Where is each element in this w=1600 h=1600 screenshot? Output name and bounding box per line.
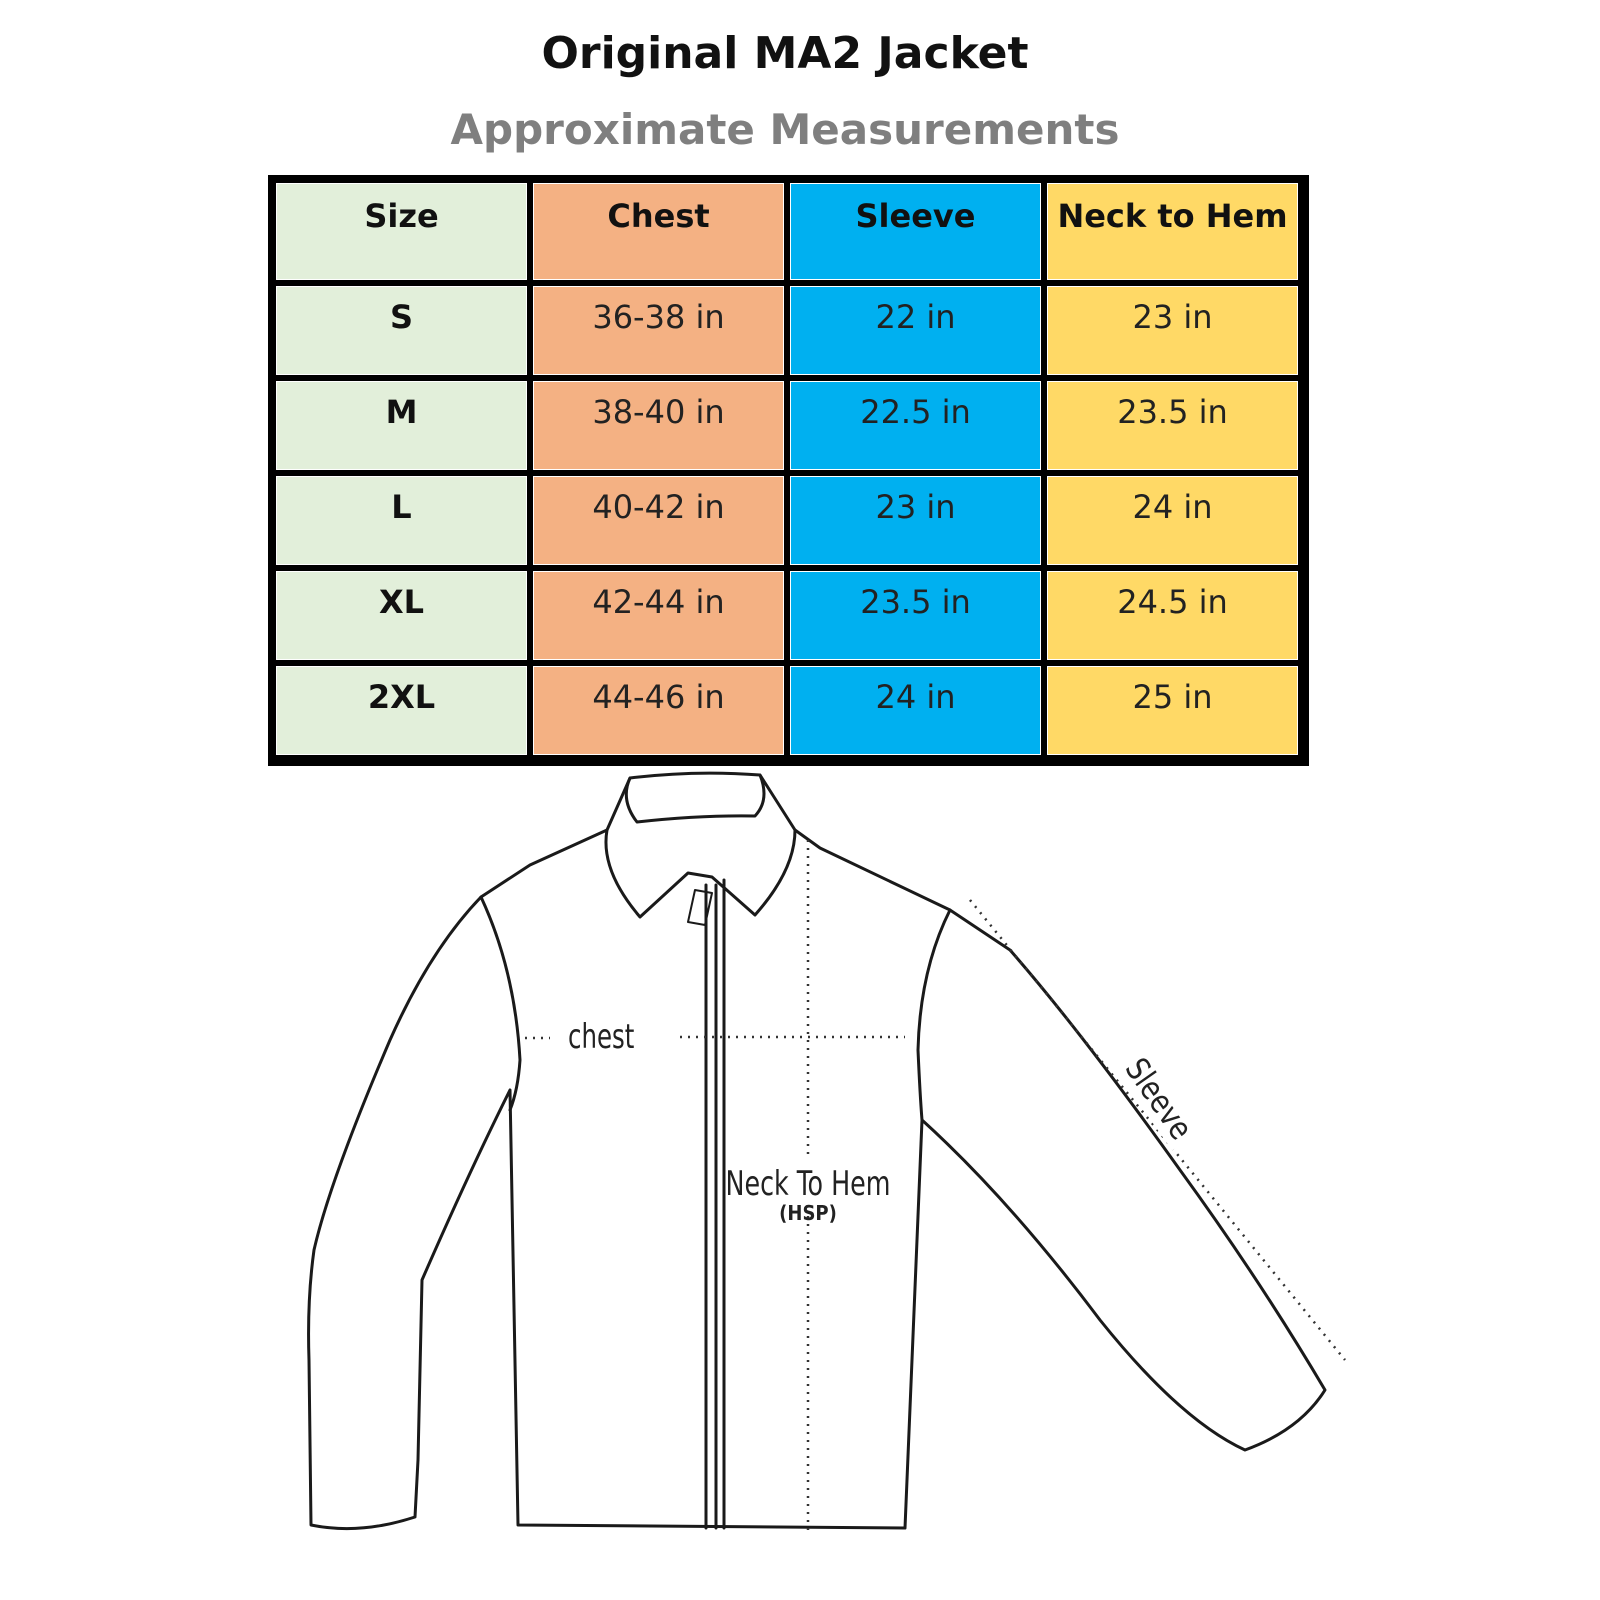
cell-sleeve: 22.5 in [787, 378, 1044, 473]
sleeve-label: Sleeve [1118, 1051, 1201, 1147]
cell-chest: 42-44 in [530, 568, 787, 663]
neck-to-hem-label: Neck To Hem [726, 1164, 891, 1204]
cell-size: M [273, 378, 530, 473]
cell-chest: 38-40 in [530, 378, 787, 473]
neck-to-hem-sub-label: (HSP) [779, 1201, 837, 1225]
sleeve-measure-line [969, 899, 1346, 1361]
cell-size: S [273, 283, 530, 378]
header-neck-to-hem: Neck to Hem [1044, 180, 1301, 283]
chest-label: chest [568, 1017, 634, 1057]
cell-neck-to-hem: 23.5 in [1044, 378, 1301, 473]
cell-neck-to-hem: 24.5 in [1044, 568, 1301, 663]
cell-sleeve: 24 in [787, 663, 1044, 758]
header-size: Size [273, 180, 530, 283]
cell-size: XL [273, 568, 530, 663]
cell-sleeve: 23 in [787, 473, 1044, 568]
cell-sleeve: 22 in [787, 283, 1044, 378]
cell-chest: 44-46 in [530, 663, 787, 758]
cell-neck-to-hem: 23 in [1044, 283, 1301, 378]
cell-size: L [273, 473, 530, 568]
label-bg [1114, 1047, 1202, 1151]
cell-chest: 36-38 in [530, 283, 787, 378]
cell-neck-to-hem: 24 in [1044, 473, 1301, 568]
size-chart-table: Size Chest Sleeve Neck to Hem S 36-38 in… [268, 175, 1309, 766]
cell-size: 2XL [273, 663, 530, 758]
cell-chest: 40-42 in [530, 473, 787, 568]
header-sleeve: Sleeve [787, 180, 1044, 283]
label-bg [732, 1160, 902, 1210]
page-subtitle: Approximate Measurements [450, 105, 1120, 154]
cell-neck-to-hem: 25 in [1044, 663, 1301, 758]
cell-sleeve: 23.5 in [787, 568, 1044, 663]
header-chest: Chest [530, 180, 787, 283]
page-title: Original MA2 Jacket [541, 28, 1029, 79]
jacket-outline [307, 771, 1327, 1531]
